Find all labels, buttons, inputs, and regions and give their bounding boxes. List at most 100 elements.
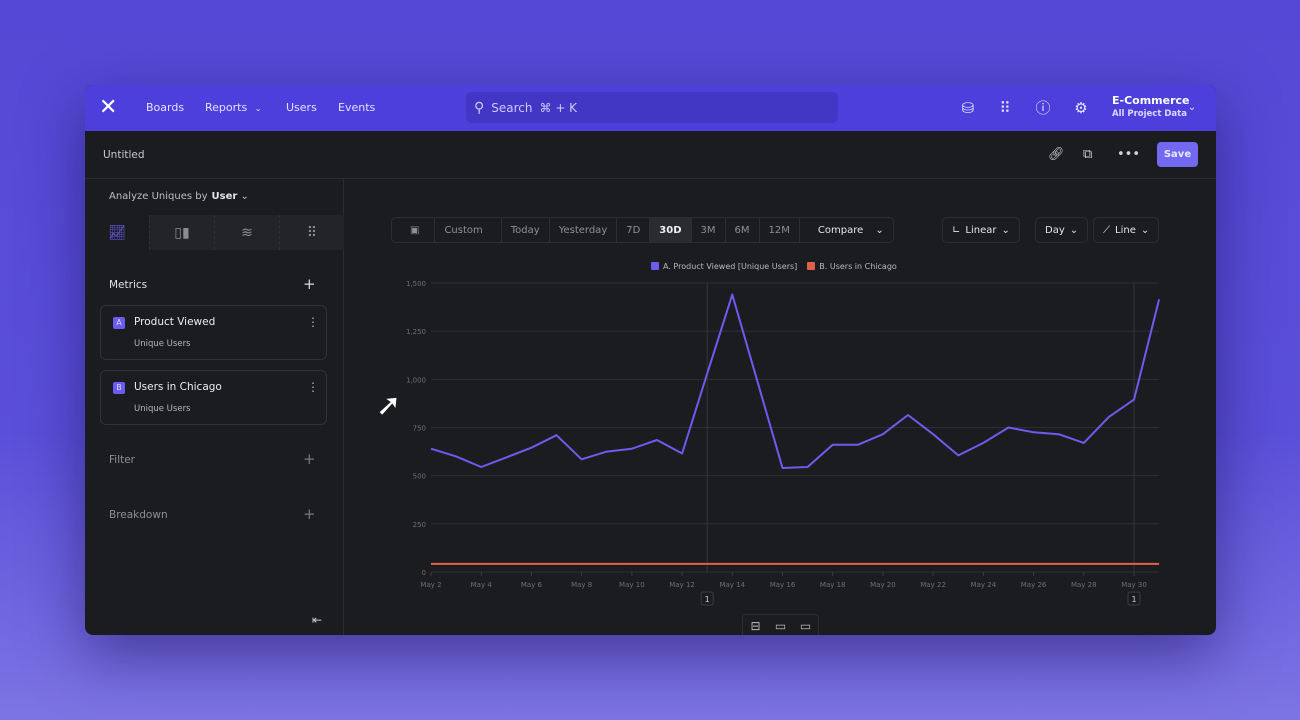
metric-letter-badge: A [113,317,125,329]
chart-type-label: Line [1115,224,1136,236]
x-tick-label: May 14 [719,581,745,589]
x-tick-label: May 16 [770,581,796,589]
flows-icon[interactable]: ≋ [214,215,279,250]
interval-label: Day [1045,224,1065,236]
calendar-icon: ▣ [410,224,420,236]
metric-measure[interactable]: Unique Users [134,404,191,414]
metric-name: Product Viewed [134,316,216,328]
range-yesterday[interactable]: Yesterday [548,218,617,242]
scale-dropdown[interactable]: ∟ Linear ⌄ [942,217,1020,243]
y-tick-label: 750 [413,425,426,433]
mouse-cursor-icon: ➚ [376,388,402,423]
metric-name: Users in Chicago [134,381,222,393]
insights-chart-icon[interactable]: 📈︎ [85,215,149,250]
range-7d[interactable]: 7D [616,218,649,242]
add-breakdown-plus-icon[interactable]: + [303,505,316,523]
custom-range-button[interactable]: ▣ Custom [392,218,501,242]
top-nav: ✕ Boards Reports ⌄ Users Events ⚲ Search… [85,85,1216,131]
analyze-label: Analyze Uniques by [109,191,208,202]
split-view-icon[interactable]: ⊟ [750,619,761,633]
search-shortcut: ⌘ + K [539,100,578,115]
report-title[interactable]: Untitled [103,149,145,161]
link-icon[interactable]: 🔗︎ [1048,147,1065,162]
line-chart-icon: ⟋ [1103,224,1110,236]
analyze-by-selector[interactable]: Analyze Uniques by User ⌄ [109,191,249,202]
metrics-label: Metrics [109,279,148,291]
report-type-tabs: 📈︎ ▯▮ ≋ ⠿ [85,215,344,250]
report-header: Untitled 🔗︎ ⧉ ••• Save [85,131,1216,179]
nav-reports[interactable]: Reports ⌄ [205,101,261,114]
compare-dropdown[interactable]: Compare ⌄ [798,218,893,242]
legend-item-a[interactable]: A. Product Viewed [Unique Users] [651,262,797,271]
scale-label: Linear [965,224,997,236]
metric-card-a[interactable]: A Product Viewed Unique Users ⋮ [100,305,327,360]
x-tick-label: May 24 [971,581,997,589]
nav-users[interactable]: Users [286,101,317,114]
kebab-menu-icon[interactable]: ⋮ [307,315,319,329]
y-tick-label: 1,500 [406,280,426,288]
layout-toggle: ⊟ ▭ ▭ [742,614,819,635]
logo-icon[interactable]: ✕ [99,95,118,120]
breakdown-label: Breakdown [109,509,168,521]
search-icon: ⚲ [474,99,485,116]
range-30d[interactable]: 30D [649,218,691,242]
x-tick-label: May 10 [619,581,645,589]
app-window: ✕ Boards Reports ⌄ Users Events ⚲ Search… [85,85,1216,635]
add-metric-plus-icon[interactable]: + [303,275,316,293]
add-filter-plus-icon[interactable]: + [303,450,316,468]
collapse-sidebar-icon[interactable]: ⇤ [312,613,323,627]
interval-dropdown[interactable]: Day ⌄ [1035,217,1089,243]
nav-boards[interactable]: Boards [146,101,185,114]
metric-letter-badge: B [113,382,125,394]
x-tick-label: May 8 [571,581,592,589]
y-tick-label: 250 [413,521,426,529]
annotation-marker [1127,591,1141,606]
x-tick-label: May 30 [1121,581,1147,589]
sidebar: Analyze Uniques by User ⌄ 📈︎ ▯▮ ≋ ⠿ Metri… [85,179,344,635]
funnels-bar-icon[interactable]: ▯▮ [149,215,214,250]
x-tick-label: May 20 [870,581,896,589]
annotation-marker [700,591,714,606]
settings-gear-icon[interactable]: ⚙ [1074,99,1088,117]
project-scope: All Project Data [1112,109,1187,119]
y-tick-label: 1,000 [406,376,426,384]
chart-type-dropdown[interactable]: ⟋ Line ⌄ [1093,217,1160,243]
metric-card-b[interactable]: B Users in Chicago Unique Users ⋮ [100,370,327,425]
project-switcher[interactable]: E-Commerce All Project Data [1112,94,1190,119]
apps-grid-icon[interactable]: ⠿ [999,99,1011,117]
x-tick-label: May 12 [669,581,695,589]
y-tick-label: 1,250 [406,328,426,336]
range-3m[interactable]: 3M [690,218,725,242]
chart-only-icon[interactable]: ▭ [774,619,787,633]
annotation-label: 1 [1131,595,1136,604]
retention-grid-icon[interactable]: ⠿ [279,215,344,250]
x-tick-label: May 18 [820,581,846,589]
kebab-menu-icon[interactable]: ⋮ [307,380,319,394]
metric-measure[interactable]: Unique Users [134,339,191,349]
chevron-down-icon[interactable]: ⌄ [1187,102,1197,113]
help-icon[interactable]: ⓘ [1035,99,1051,117]
search-input[interactable]: ⚲ Search ⌘ + K [466,92,838,123]
axis-icon: ∟ [952,224,961,236]
duplicate-icon[interactable]: ⧉ [1083,147,1093,162]
chart-legend: A. Product Viewed [Unique Users] B. User… [651,262,897,271]
range-6m[interactable]: 6M [724,218,759,242]
y-tick-label: 500 [413,473,426,481]
more-options-icon[interactable]: ••• [1117,147,1141,162]
range-today[interactable]: Today [500,218,549,242]
legend-label: B. Users in Chicago [819,262,897,271]
table-only-icon[interactable]: ▭ [799,619,812,633]
x-tick-label: May 4 [471,581,493,589]
custom-label: Custom [434,218,491,242]
x-tick-label: May 6 [521,581,543,589]
data-management-icon[interactable]: ⛁ [961,99,975,117]
legend-item-b[interactable]: B. Users in Chicago [807,262,897,271]
chevron-down-icon: ⌄ [254,104,262,113]
legend-label: A. Product Viewed [Unique Users] [663,262,798,271]
date-range-bar: ▣ Custom Today Yesterday 7D 30D 3M 6M 12M… [391,217,894,243]
nav-events[interactable]: Events [338,101,376,114]
project-name: E-Commerce [1112,94,1190,107]
range-12m[interactable]: 12M [758,218,799,242]
save-button[interactable]: Save [1157,142,1198,167]
line-chart: 0 250 500 750 1,000 1,250 1,500 May 2 May 4 May 6… [406,280,1161,606]
